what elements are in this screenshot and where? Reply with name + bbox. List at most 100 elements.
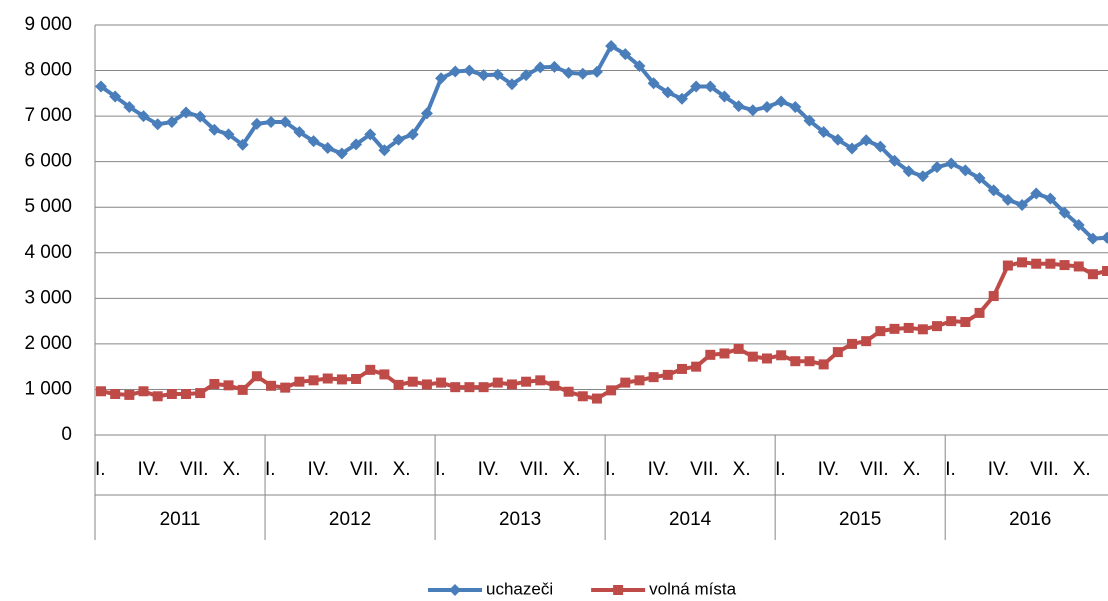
x-tick-label: I. [775,459,786,480]
marker [1073,261,1084,272]
marker [280,382,291,393]
marker [308,375,319,386]
marker [633,60,646,72]
marker [165,116,178,129]
marker [378,144,391,157]
x-tick-label: VII. [860,459,889,480]
marker [988,291,999,302]
marker [194,110,207,123]
marker [392,133,405,146]
marker [847,338,858,349]
marker [1002,260,1013,271]
x-tick-label: X. [563,459,581,480]
x-tick-label: X. [1073,459,1091,480]
marker [351,373,362,384]
marker [959,164,972,177]
marker [946,316,957,327]
marker [505,78,518,91]
marker [436,377,447,388]
marker [236,138,249,151]
marker [606,385,617,396]
legend-text: volná místa [649,579,736,598]
marker [138,386,149,397]
marker [861,336,872,347]
marker [1030,187,1043,200]
marker [151,118,164,131]
x-tick-label: VII. [1030,459,1059,480]
marker [492,377,503,388]
marker [223,380,234,391]
marker [903,322,914,333]
marker [945,157,958,170]
marker [634,375,645,386]
marker [760,101,773,113]
marker [733,343,744,354]
marker [279,116,292,129]
marker [307,135,320,148]
marker [832,347,843,358]
x-tick-label: IV. [138,459,160,480]
marker [662,369,673,380]
y-tick-label: 9 000 [24,14,72,35]
marker [521,376,532,387]
marker [874,140,887,153]
x-tick-label: I. [435,459,446,480]
marker [974,307,985,318]
marker [1045,258,1056,269]
marker [576,67,589,80]
marker [209,378,220,389]
marker [96,386,106,397]
x-tick-label: I. [945,459,956,480]
x-tick-label: VII. [180,459,209,480]
marker [535,375,546,386]
marker [449,65,462,78]
marker [195,388,206,399]
y-tick-label: 4 000 [24,242,72,263]
marker [917,324,928,335]
marker [704,80,717,93]
marker [379,369,390,380]
x-tick-label: VII. [690,459,719,480]
y-tick-label: 6 000 [24,151,72,172]
marker [421,379,432,390]
marker [1059,260,1070,271]
marker [491,68,504,81]
marker [407,376,418,387]
marker [208,123,221,136]
marker [549,380,560,391]
marker [293,126,306,139]
marker [746,104,759,117]
marker [776,350,787,361]
marker [790,356,801,367]
marker [1017,257,1028,268]
marker [1058,206,1071,219]
x-tick-label: VII. [520,459,549,480]
y-tick-label: 3 000 [24,287,72,308]
marker [916,170,929,183]
marker [932,321,943,332]
marker [321,142,334,154]
marker [818,359,829,370]
year-label: 2013 [499,509,541,530]
marker [1072,218,1085,231]
marker [478,382,489,393]
marker [180,106,193,119]
y-tick-label: 0 [61,424,72,445]
marker [449,584,461,596]
marker [1087,269,1098,280]
marker [804,356,815,367]
marker [960,317,971,328]
marker [464,382,475,393]
series-line [99,43,1108,241]
marker [1031,258,1042,269]
x-tick-label: X. [903,459,921,480]
marker [222,128,235,141]
marker [109,90,122,103]
marker [336,374,347,385]
marker [251,371,262,382]
marker [393,379,404,390]
y-tick-label: 8 000 [24,60,72,81]
x-tick-label: IV. [308,459,330,480]
marker [661,86,674,99]
marker [124,389,135,400]
